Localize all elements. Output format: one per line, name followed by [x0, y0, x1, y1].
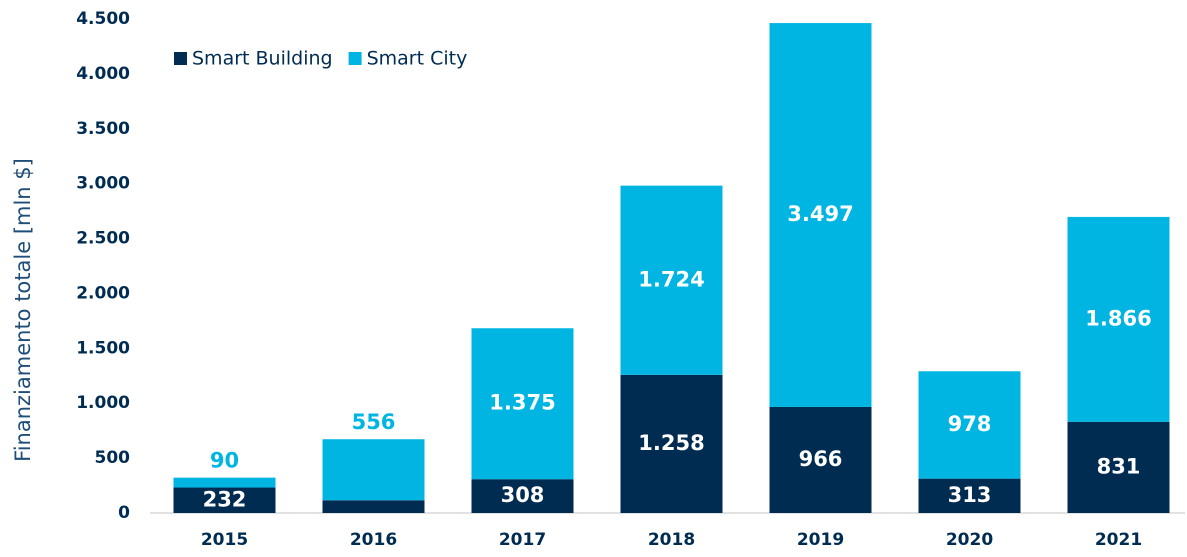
bar-segment [173, 477, 276, 488]
y-tick-label: 3.500 [76, 119, 130, 139]
bar-segment [620, 185, 723, 375]
x-tick-label: 2021 [1095, 530, 1142, 550]
bar-segment [769, 23, 872, 407]
value-label: 1.258 [638, 431, 704, 455]
value-label: 90 [210, 449, 239, 473]
bar-segment [173, 487, 276, 513]
bar-segment [322, 439, 425, 501]
y-tick-label: 1.000 [76, 393, 130, 413]
value-label: 556 [352, 410, 396, 434]
legend-label: Smart City [367, 48, 468, 70]
value-label: 232 [203, 487, 247, 511]
bar-segment [471, 328, 574, 480]
value-label: 1.375 [489, 391, 555, 415]
x-tick-label: 2018 [648, 530, 695, 550]
y-tick-label: 2.500 [76, 229, 130, 249]
x-tick-label: 2020 [946, 530, 993, 550]
y-tick-label: 4.500 [76, 9, 130, 29]
value-label: 3.497 [787, 202, 853, 226]
bar-segment [322, 500, 425, 513]
value-label: 966 [799, 447, 843, 471]
y-axis-title: Finanziamento totale [mln $] [11, 158, 35, 462]
value-label: 1.866 [1085, 306, 1151, 330]
bar-segment [918, 371, 1021, 479]
y-tick-label: 0 [118, 503, 130, 523]
y-tick-label: 4.000 [76, 64, 130, 84]
legend-label: Smart Building [192, 48, 333, 70]
value-label: 308 [501, 483, 545, 507]
y-tick-label: 500 [95, 448, 131, 468]
value-label: 313 [948, 483, 992, 507]
y-tick-label: 1.500 [76, 338, 130, 358]
bar-segment [1067, 421, 1170, 513]
bar-segment [1067, 216, 1170, 422]
y-tick-label: 2.000 [76, 283, 130, 303]
legend-swatch [174, 52, 187, 65]
x-tick-label: 2017 [499, 530, 546, 550]
bar-segment [620, 374, 723, 513]
bar-segment [769, 406, 872, 513]
y-tick-label: 3.000 [76, 174, 130, 194]
value-label: 1.724 [638, 267, 704, 291]
legend-swatch [348, 52, 362, 65]
bar-segment [918, 478, 1021, 513]
value-label: 978 [948, 412, 992, 436]
bar-segment [471, 479, 574, 513]
x-tick-label: 2019 [797, 530, 844, 550]
x-tick-label: 2015 [201, 530, 248, 550]
x-tick-label: 2016 [350, 530, 397, 550]
value-label: 831 [1097, 454, 1141, 478]
